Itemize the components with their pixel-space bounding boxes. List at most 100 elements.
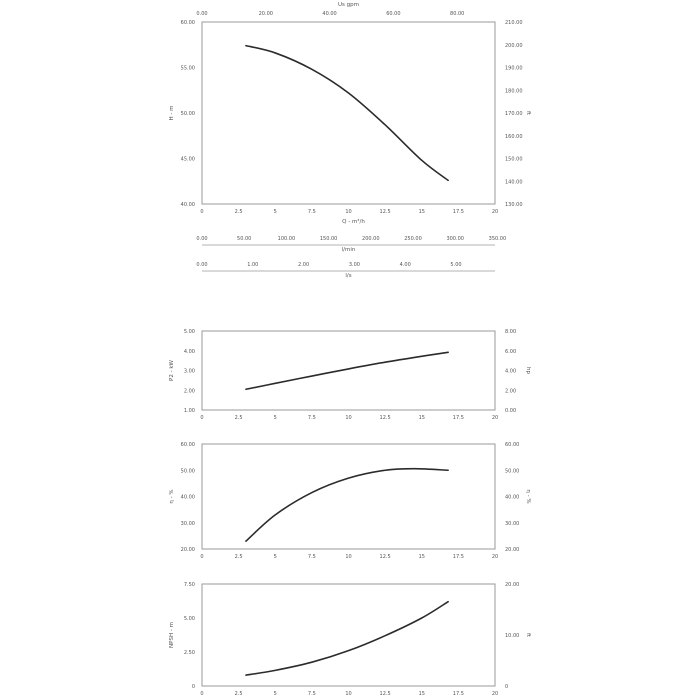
series-line bbox=[245, 44, 449, 182]
y-tick-label: 50.00 bbox=[181, 111, 195, 117]
y-tick-label: 60.00 bbox=[181, 20, 195, 26]
extra-axis-tick-label: 50.00 bbox=[237, 236, 251, 242]
y-tick-label: 2.00 bbox=[184, 388, 195, 394]
x-tick-label: 20 bbox=[492, 691, 498, 697]
x-tick-label: 20 bbox=[492, 415, 498, 421]
x-tick-label: 10 bbox=[345, 209, 351, 215]
y2-tick-label: 0 bbox=[505, 684, 508, 690]
x-tick-label: 5 bbox=[274, 209, 277, 215]
y-tick-label: 45.00 bbox=[181, 157, 195, 163]
y2-axis-title: ft bbox=[525, 111, 531, 116]
x-tick-label: 7.5 bbox=[308, 554, 316, 560]
y2-tick-label: 4.00 bbox=[505, 369, 516, 375]
y2-tick-label: 10.00 bbox=[505, 633, 519, 639]
y-tick-label: 30.00 bbox=[181, 521, 195, 527]
top-tick-label: 60.00 bbox=[386, 11, 400, 17]
x-tick-label: 2.5 bbox=[235, 415, 243, 421]
y-tick-label: 2.50 bbox=[184, 650, 195, 656]
extra-axis-tick-label: 3.00 bbox=[349, 262, 360, 268]
x-tick-label: 5 bbox=[274, 554, 277, 560]
y-tick-label: 40.00 bbox=[181, 202, 195, 208]
y-axis-title: H - m bbox=[169, 106, 175, 121]
plot-frame bbox=[201, 21, 496, 205]
y2-tick-label: 20.00 bbox=[505, 547, 519, 553]
y-tick-label: 60.00 bbox=[181, 442, 195, 448]
y2-axis-title: ft bbox=[525, 633, 531, 638]
y2-tick-label: 20.00 bbox=[505, 582, 519, 588]
series-line bbox=[245, 467, 449, 542]
plot-frame bbox=[201, 583, 496, 687]
x-tick-label: 10 bbox=[345, 415, 351, 421]
y2-tick-label: 30.00 bbox=[505, 521, 519, 527]
y2-tick-label: 150.00 bbox=[505, 157, 523, 163]
x-tick-label: 12.5 bbox=[380, 554, 391, 560]
series-line bbox=[245, 600, 449, 676]
extra-axis-tick-label: 300.00 bbox=[446, 236, 464, 242]
x-tick-label: 2.5 bbox=[235, 691, 243, 697]
y-tick-label: 40.00 bbox=[181, 495, 195, 501]
plot-frame bbox=[201, 443, 496, 550]
x-tick-label: 15 bbox=[419, 415, 425, 421]
top-axis-title: Us gpm bbox=[338, 2, 359, 8]
y2-axis-title: η - % bbox=[525, 489, 531, 503]
x-tick-label: 17.5 bbox=[453, 554, 464, 560]
x-tick-label: 7.5 bbox=[308, 209, 316, 215]
head-chart: 0 2.5 5 7.5 10 12.5 15 17.5 20 40.00 45.00 50.00 55.… bbox=[169, 2, 531, 279]
x-tick-label: 20 bbox=[492, 209, 498, 215]
extra-axis-title: l/min bbox=[342, 247, 356, 253]
y2-tick-label: 50.00 bbox=[505, 468, 519, 474]
y2-tick-label: 170.00 bbox=[505, 111, 523, 117]
y-tick-label: 1.00 bbox=[184, 408, 195, 414]
extra-axis-tick-label: 2.00 bbox=[298, 262, 309, 268]
extra-axis-tick-label: 350.00 bbox=[489, 236, 507, 242]
top-tick-label: 80.00 bbox=[450, 11, 464, 17]
y2-tick-label: 190.00 bbox=[505, 66, 523, 72]
extra-axis-tick-label: 100.00 bbox=[278, 236, 296, 242]
y-axis-title: NPSH - m bbox=[169, 622, 175, 648]
y-tick-label: 50.00 bbox=[181, 468, 195, 474]
extra-axis-title: l/s bbox=[345, 273, 351, 279]
x-tick-label: 12.5 bbox=[380, 209, 391, 215]
x-axis-title: Q - m³/h bbox=[342, 218, 365, 225]
y2-tick-label: 140.00 bbox=[505, 179, 523, 185]
extra-axis-tick-label: 150.00 bbox=[320, 236, 338, 242]
x-tick-label: 5 bbox=[274, 691, 277, 697]
y2-tick-label: 40.00 bbox=[505, 495, 519, 501]
y2-tick-label: 130.00 bbox=[505, 202, 523, 208]
y2-tick-label: 8.00 bbox=[505, 329, 516, 335]
x-tick-label: 20 bbox=[492, 554, 498, 560]
x-tick-label: 0 bbox=[200, 209, 203, 215]
y-tick-label: 5.00 bbox=[184, 616, 195, 622]
x-tick-label: 12.5 bbox=[380, 691, 391, 697]
x-tick-label: 5 bbox=[274, 415, 277, 421]
x-tick-label: 17.5 bbox=[453, 209, 464, 215]
extra-axis-tick-label: 250.00 bbox=[404, 236, 422, 242]
x-tick-label: 0 bbox=[200, 415, 203, 421]
extra-axis-tick-label: 0.00 bbox=[196, 262, 207, 268]
npsh-chart: 0 2.5 5 7.5 10 12.5 15 17.5 20 0 2.50 5.00 7.50 0 10.0… bbox=[169, 582, 531, 697]
x-tick-label: 12.5 bbox=[380, 415, 391, 421]
y-tick-label: 0 bbox=[192, 684, 195, 690]
top-tick-label: 0.00 bbox=[196, 11, 207, 17]
y2-tick-label: 60.00 bbox=[505, 442, 519, 448]
y-axis-title: η - % bbox=[169, 489, 175, 503]
y-tick-label: 20.00 bbox=[181, 547, 195, 553]
x-tick-label: 2.5 bbox=[235, 554, 243, 560]
efficiency-chart: 0 2.5 5 7.5 10 12.5 15 17.5 20 20.00 30.00 40.00 50.… bbox=[169, 442, 531, 560]
x-tick-label: 7.5 bbox=[308, 691, 316, 697]
y2-axis-title: hp bbox=[525, 367, 531, 374]
power-chart: 0 2.5 5 7.5 10 12.5 15 17.5 20 1.00 2.00 3.00 4.00 5.… bbox=[169, 329, 531, 421]
y-tick-label: 5.00 bbox=[184, 329, 195, 335]
y2-tick-label: 6.00 bbox=[505, 349, 516, 355]
x-tick-label: 0 bbox=[200, 554, 203, 560]
y2-tick-label: 210.00 bbox=[505, 20, 523, 26]
x-tick-label: 15 bbox=[419, 691, 425, 697]
y-tick-label: 55.00 bbox=[181, 66, 195, 72]
y-tick-label: 3.00 bbox=[184, 369, 195, 375]
y2-tick-label: 0.00 bbox=[505, 408, 516, 414]
y2-tick-label: 180.00 bbox=[505, 88, 523, 94]
series-line bbox=[245, 351, 449, 391]
x-tick-label: 7.5 bbox=[308, 415, 316, 421]
plot-frame bbox=[201, 330, 496, 411]
